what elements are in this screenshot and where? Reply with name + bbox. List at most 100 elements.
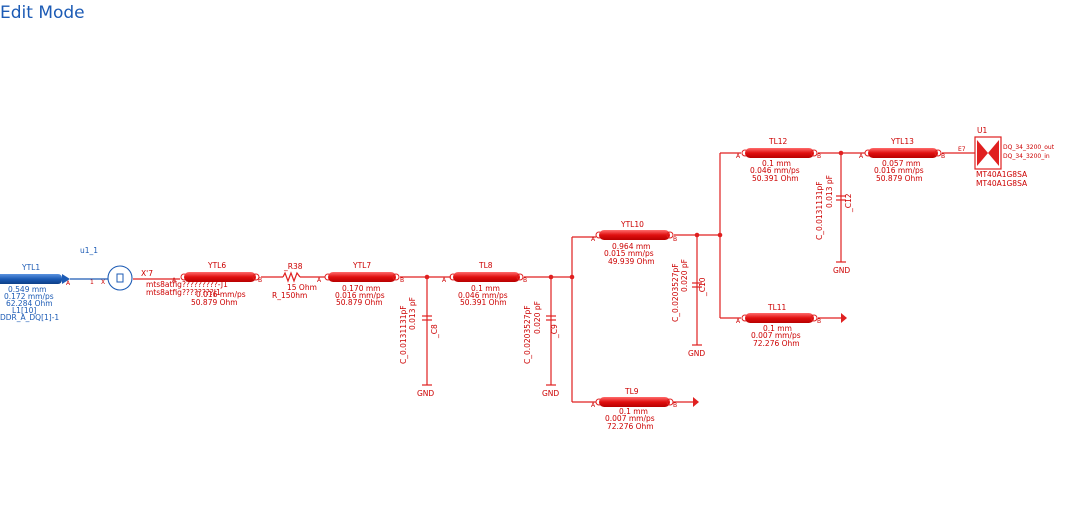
tline-tl12-delay: 0.046 mm/ps (750, 166, 800, 175)
capacitor-c12-value: 0.013 pF (825, 175, 834, 208)
tline-tl11-name: TL11 (767, 303, 787, 312)
resistor-name: _R38 (283, 262, 303, 271)
tline-ytl1-length: 0.549 mm (8, 285, 46, 294)
tline-ytl1-name: YTL1 (21, 263, 40, 272)
tline-tl11[interactable]: A B TL11 0.1 mm 0.007 mm/ps 72.276 Ohm (736, 303, 847, 348)
capacitor-c10-name: _C10 (698, 277, 707, 297)
ground-c9: GND (542, 384, 559, 398)
capacitor-c12-name: _C12 (844, 193, 853, 213)
tline-tl11-pin-b: B (817, 318, 821, 325)
capacitor-c9-value: 0.020 pF (533, 301, 542, 334)
tline-tl9-length: 0.1 mm (619, 407, 648, 416)
tline-ytl1-delay: 0.172 mm/ps (4, 292, 54, 301)
tline-ytl7-impedance: 50.879 Ohm (336, 298, 383, 307)
tline-ytl10-pin-a: A (591, 236, 596, 243)
tline-ytl6[interactable]: A B YTL6 mts8atfig?????????-J1 mts8atfig… (146, 261, 262, 307)
resistor-model: R_150hm (272, 291, 307, 300)
tline-ytl10-name: YTL10 (620, 220, 644, 229)
tline-ytl7-pin-b: B (400, 277, 404, 284)
ground-c12: GND (833, 261, 850, 275)
capacitor-c10[interactable]: C_0.0203527pF 0.020 pF _C10 (671, 259, 707, 322)
tline-tl11-delay: 0.007 mm/ps (751, 331, 801, 340)
tline-tl11-impedance: 72.276 Ohm (753, 339, 800, 348)
tline-ytl10-delay: 0.015 mm/ps (604, 249, 654, 258)
tline-ytl1-signal: DDR_A_DQ[1]-1 (0, 313, 59, 322)
tline-tl9-pin-a: A (591, 402, 596, 409)
tline-ytl1-net: L1[10] (12, 306, 36, 315)
tline-ytl10-pin-b: B (673, 236, 677, 243)
tline-tl9-open-end (693, 397, 699, 407)
tline-ytl13-length: 0.057 mm (882, 159, 920, 168)
tline-tl11-open-end (841, 313, 847, 323)
tline-tl9-delay: 0.007 mm/ps (605, 414, 655, 423)
connector-pin-x: X (101, 279, 105, 286)
capacitor-c8-name: _C8 (430, 324, 439, 339)
capacitor-c8-model: C_0.0131131pF (399, 305, 408, 364)
ground-c9-label: GND (542, 389, 559, 398)
capacitor-c8[interactable]: C_0.0131131pF 0.013 pF _C8 (399, 297, 439, 364)
tline-ytl6-pin-b: B (258, 277, 262, 284)
capacitor-c10-value: 0.020 pF (680, 259, 689, 292)
tline-ytl7-length: 0.170 mm (342, 284, 380, 293)
capacitor-c12-model: C_0.0131131pF (815, 181, 824, 240)
tline-ytl1-pin-a: A (66, 280, 71, 287)
tline-tl12-name: TL12 (768, 137, 788, 146)
capacitor-c9-model: C_0.0203527pF (523, 305, 532, 364)
tline-tl11-pin-a: A (736, 318, 741, 325)
connector-pin-1: 1 (90, 279, 94, 286)
tline-ytl6-model2: mts8atfig????????J1 (146, 288, 221, 297)
tline-tl8-pin-b: B (523, 277, 527, 284)
tline-tl9-impedance: 72.276 Ohm (607, 422, 654, 431)
tline-tl12-length: 0.1 mm (762, 159, 791, 168)
tline-ytl7-name: YTL7 (352, 261, 371, 270)
ground-c10-label: GND (688, 349, 705, 358)
tline-ytl7[interactable]: A B YTL7 0.170 mm 0.016 mm/ps 50.879 Ohm (317, 261, 404, 307)
ground-c8-label: GND (417, 389, 434, 398)
tline-tl9-pin-b: B (673, 402, 677, 409)
ic-model-2: MT40A1G8SA (976, 179, 1028, 188)
ic-pin: E7 (958, 146, 966, 153)
tline-ytl6-name: YTL6 (207, 261, 226, 270)
tline-tl8-length: 0.1 mm (471, 284, 500, 293)
junctions (424, 150, 844, 280)
tline-ytl13-name: YTL13 (890, 137, 914, 146)
tline-ytl6-impedance: 50.879 Ohm (191, 298, 238, 307)
tline-ytl1-impedance: 62.284 Ohm (6, 299, 53, 308)
tline-tl11-length: 0.1 mm (763, 324, 792, 333)
capacitor-c9-name: _C9 (550, 324, 559, 339)
ground-c10: GND (688, 344, 705, 358)
mode-label: Edit Mode (0, 3, 85, 23)
tline-tl12-pin-b: B (817, 153, 821, 160)
connector-u1-1[interactable]: u1_1 1 X X'7 (80, 246, 153, 291)
ic-net-in: DQ_34_3200_in (1003, 153, 1050, 160)
ic-model-1: MT40A1G8SA (976, 170, 1028, 179)
tline-ytl6-model1: mts8atfig?????????-J1 (146, 280, 228, 289)
tline-tl12-impedance: 50.391 Ohm (752, 174, 799, 183)
tline-ytl6-pin-a: A (172, 277, 177, 284)
tline-ytl7-delay: 0.016 mm/ps (335, 291, 385, 300)
capacitor-c10-model: C_0.0203527pF (671, 263, 680, 322)
tline-tl8-impedance: 50.391 Ohm (460, 298, 507, 307)
tline-ytl1[interactable]: YTL1 A 0.549 mm 0.172 mm/ps 62.284 Ohm L… (0, 263, 71, 322)
ic-name: U1 (977, 126, 987, 135)
tline-tl8-delay: 0.046 mm/ps (458, 291, 508, 300)
tline-tl9[interactable]: A B TL9 0.1 mm 0.007 mm/ps 72.276 Ohm (591, 387, 699, 431)
tline-ytl13-pin-b: B (941, 153, 945, 160)
tline-ytl13-delay: 0.016 mm/ps (874, 166, 924, 175)
tline-tl12[interactable]: A B TL12 0.1 mm 0.046 mm/ps 50.391 Ohm (736, 137, 821, 183)
tline-ytl10[interactable]: A B YTL10 0.964 mm 0.015 mm/ps 49.939 Oh… (591, 220, 677, 266)
tline-tl12-pin-a: A (736, 153, 741, 160)
tline-tl8[interactable]: A B TL8 0.1 mm 0.046 mm/ps 50.391 Ohm (442, 261, 527, 307)
ic-u1[interactable]: U1 E7 DQ_34_3200_out DQ_34_3200_in MT40A… (958, 126, 1055, 188)
tline-tl9-name: TL9 (624, 387, 639, 396)
ground-c12-label: GND (833, 266, 850, 275)
ic-net-out: DQ_34_3200_out (1003, 144, 1055, 151)
tline-ytl7-pin-a: A (317, 277, 322, 284)
ground-c8: GND (417, 384, 434, 398)
tline-ytl13[interactable]: A B YTL13 0.057 mm 0.016 mm/ps 50.879 Oh… (859, 137, 945, 183)
resistor-r38[interactable]: _R38 15 Ohm R_150hm (272, 262, 317, 300)
connector-name: u1_1 (80, 246, 98, 255)
capacitor-c12[interactable]: C_0.0131131pF 0.013 pF _C12 (815, 175, 853, 240)
capacitor-c9[interactable]: C_0.0203527pF 0.020 pF _C9 (523, 301, 559, 364)
